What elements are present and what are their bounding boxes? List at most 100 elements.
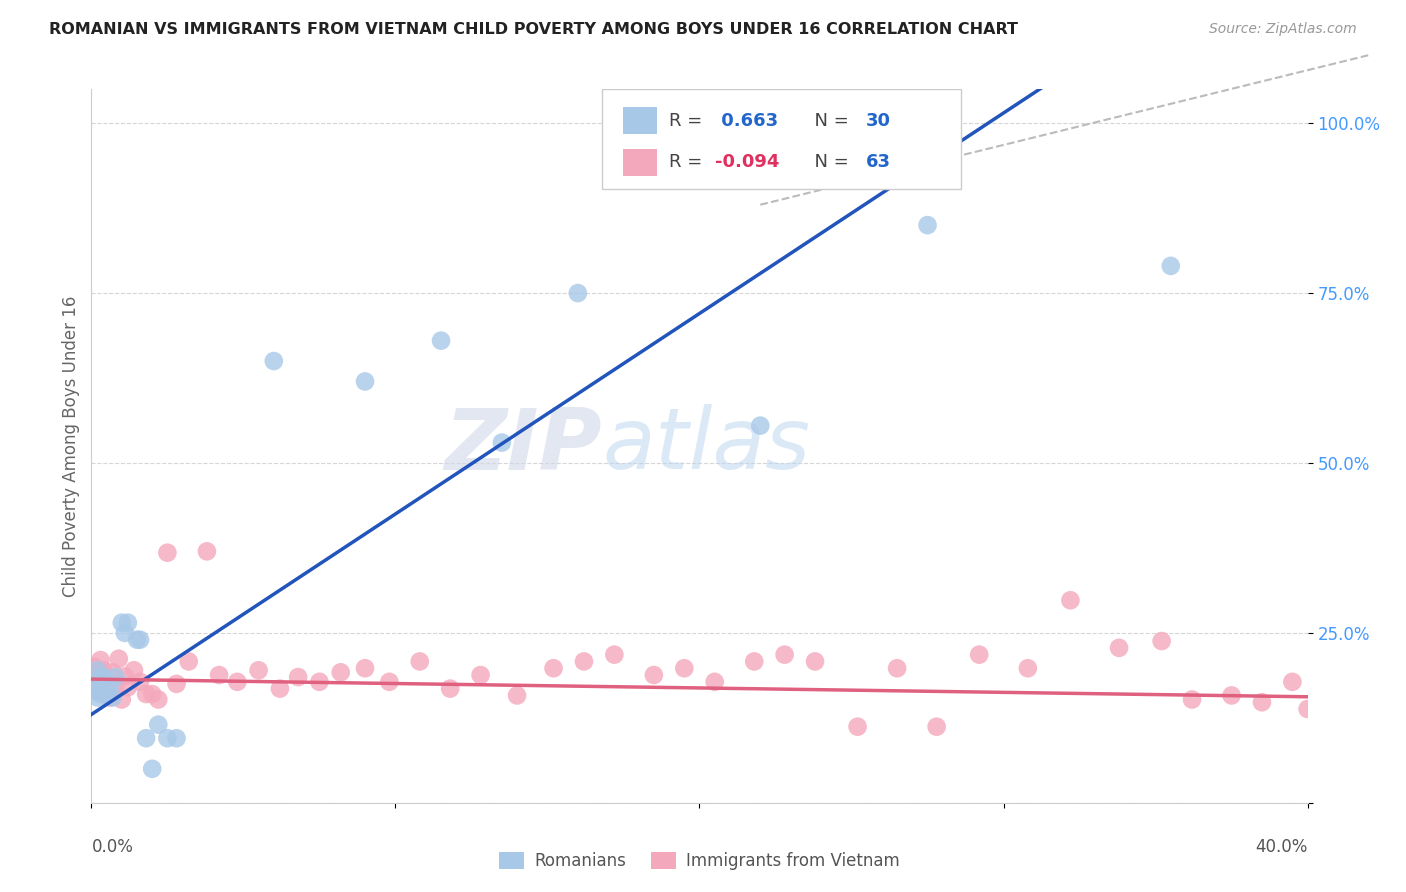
Point [141,687,163,701]
Point [93,663,115,677]
Point [673,661,696,675]
Point [83,666,105,681]
Point [86,677,108,691]
Point [208,668,231,682]
Point [125,632,148,647]
Text: N =: N = [803,112,855,129]
Point [89,673,111,688]
Point [308,674,330,689]
Point [93,677,115,691]
Point [287,670,309,684]
Point [135,687,157,701]
Point [354,375,377,389]
Point [93,670,115,684]
Point [470,668,492,682]
Point [111,615,134,630]
Point [86,683,108,698]
Point [263,354,285,368]
Point [409,655,432,669]
Point [89,670,111,684]
FancyBboxPatch shape [623,149,657,176]
Point [96,687,118,701]
Point [226,674,249,689]
Point [101,690,124,705]
Text: R =: R = [669,153,709,171]
Point [567,286,589,301]
Point [269,681,291,696]
Point [967,648,990,662]
FancyBboxPatch shape [602,89,960,189]
Point [1108,640,1130,655]
Point [86,663,108,677]
Point [83,677,105,691]
Point [1281,674,1303,689]
Text: 30: 30 [866,112,891,129]
Point [1059,593,1081,607]
Point [886,661,908,675]
Point [1160,259,1182,273]
Point [83,683,105,698]
Text: -0.094: -0.094 [716,153,780,171]
Point [114,626,136,640]
Point [104,679,127,693]
Point [89,653,111,667]
Point [111,692,134,706]
Point [86,690,108,705]
Text: N =: N = [803,153,855,171]
Point [643,668,665,682]
Point [83,677,105,691]
Point [901,116,924,130]
Point [117,680,139,694]
Point [430,334,453,348]
Point [1150,634,1173,648]
Point [98,680,121,694]
Point [156,546,179,560]
Point [177,655,200,669]
Text: 0.663: 0.663 [716,112,779,129]
Point [506,689,529,703]
Point [195,544,218,558]
Point [141,762,163,776]
Point [925,720,948,734]
Point [329,665,352,680]
Point [846,720,869,734]
Y-axis label: Child Poverty Among Boys Under 16: Child Poverty Among Boys Under 16 [62,295,80,597]
Point [572,655,595,669]
Point [148,692,170,706]
Text: ZIP: ZIP [444,404,602,488]
Point [135,731,157,746]
Point [378,674,401,689]
Point [439,681,461,696]
Point [86,663,108,677]
Point [107,651,129,665]
Text: 40.0%: 40.0% [1256,838,1308,856]
Point [773,648,796,662]
Point [749,418,772,433]
Point [1181,692,1204,706]
Point [166,731,188,746]
Text: atlas: atlas [602,404,810,488]
Point [742,655,765,669]
Point [96,686,118,700]
Point [104,670,127,684]
Point [1220,689,1243,703]
Point [354,661,377,675]
Point [101,665,124,680]
Point [247,663,270,677]
Point [83,660,105,674]
Point [96,673,118,688]
Point [543,661,565,675]
Text: 0.0%: 0.0% [91,838,134,856]
Point [89,687,111,701]
Legend: Romanians, Immigrants from Vietnam: Romanians, Immigrants from Vietnam [492,845,907,877]
Point [1251,695,1274,709]
Point [1017,661,1039,675]
Text: 63: 63 [866,153,891,171]
Point [917,218,939,232]
Point [148,717,170,731]
FancyBboxPatch shape [623,107,657,134]
Point [703,674,725,689]
Point [491,435,513,450]
Text: Source: ZipAtlas.com: Source: ZipAtlas.com [1209,22,1357,37]
Point [603,648,626,662]
